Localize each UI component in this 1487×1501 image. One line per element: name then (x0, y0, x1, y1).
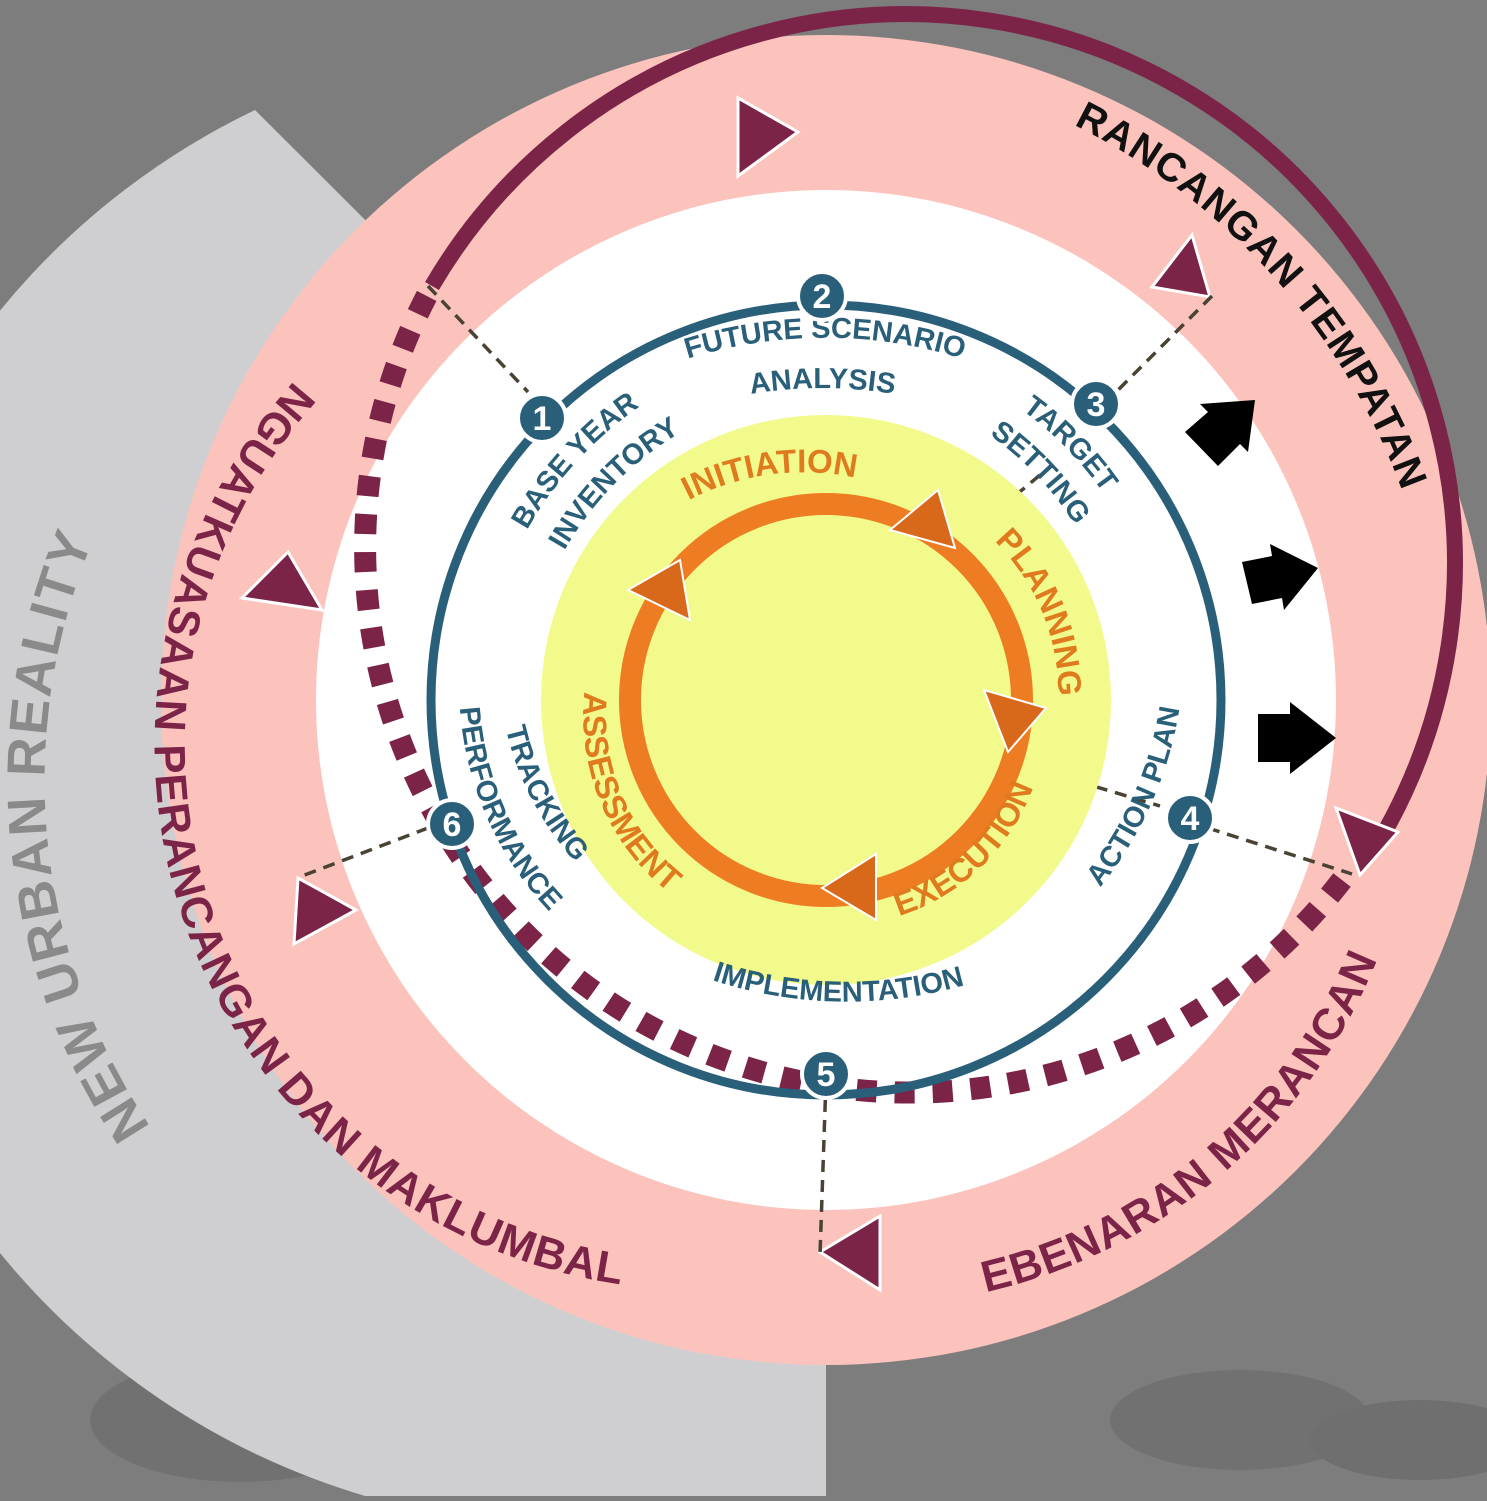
arrowhead-upper-right-icon (1149, 231, 1213, 299)
outward-arrow-top-icon (1185, 400, 1255, 466)
phase-arrow-assessment-icon (625, 558, 692, 622)
svg-text:5: 5 (817, 1056, 836, 1094)
outward-arrow-bottom-icon (1258, 702, 1336, 774)
outward-arrows (1185, 400, 1336, 774)
maroon-arrowheads (238, 95, 1401, 1293)
arrowhead-lower-left-icon (292, 875, 360, 947)
svg-text:1: 1 (533, 400, 552, 438)
svg-text:6: 6 (443, 806, 462, 844)
step-node-2: 2 (796, 270, 848, 322)
phase-arrow-execution-icon (820, 852, 877, 922)
phase-arrow-planning-icon (982, 688, 1048, 754)
step-node-6: 6 (426, 798, 478, 850)
outward-arrow-middle-icon (1242, 544, 1318, 610)
solid-flow-arc (425, 6, 1464, 845)
step-node-3: 3 (1070, 378, 1122, 430)
arrowhead-left-icon (238, 549, 325, 612)
svg-text:2: 2 (813, 278, 832, 316)
step-2-label-line-2: ANALYSIS (747, 363, 898, 401)
phase-arrow-initiation-icon (887, 488, 957, 550)
arrowhead-top-icon (736, 95, 801, 179)
step-nodes: 1 2 3 4 5 6 (426, 270, 1216, 1100)
step-node-5: 5 (800, 1048, 852, 1100)
phase-arrowheads (625, 488, 1048, 922)
svg-text:4: 4 (1181, 800, 1200, 838)
svg-text:3: 3 (1087, 386, 1106, 424)
arrowhead-bottom-icon (817, 1213, 882, 1293)
arrowhead-right-icon (1333, 805, 1401, 878)
step-node-1: 1 (516, 392, 568, 444)
dashed-flow-arc (354, 280, 1351, 1104)
step-node-4: 4 (1164, 792, 1216, 844)
